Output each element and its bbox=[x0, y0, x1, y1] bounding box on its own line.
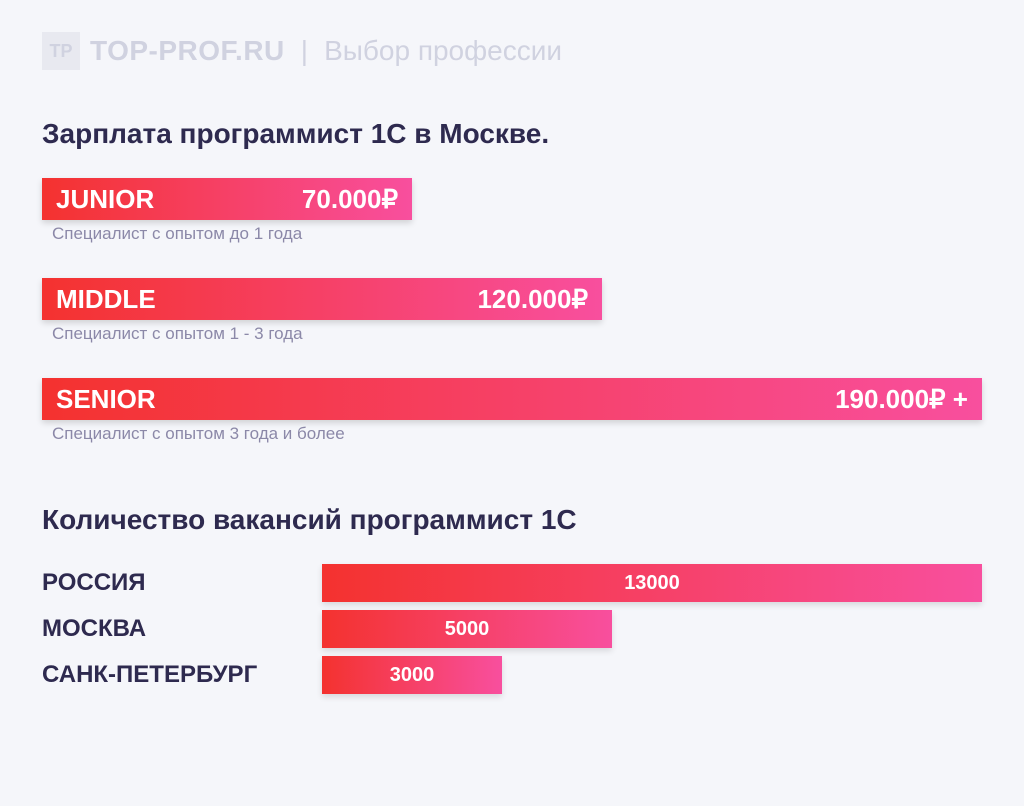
vacancies-rows-container: РОССИЯ13000МОСКВА5000САНК-ПЕТЕРБУРГ3000 bbox=[42, 564, 982, 694]
salary-bar: MIDDLE 120.000₽ bbox=[42, 278, 602, 320]
salary-row: JUNIOR 70.000₽ Специалист с опытом до 1 го… bbox=[42, 178, 982, 244]
page-header: TP TOP-PROF.RU | Выбор профессии bbox=[42, 32, 982, 70]
vacancy-region: РОССИЯ bbox=[42, 569, 322, 597]
header-separator: | bbox=[301, 35, 308, 67]
salary-amount: 190.000₽ + bbox=[835, 384, 968, 415]
header-tagline: Выбор профессии bbox=[324, 35, 562, 67]
salary-subtitle: Специалист с опытом до 1 года bbox=[52, 224, 982, 244]
vacancy-region: САНК-ПЕТЕРБУРГ bbox=[42, 661, 322, 689]
logo-text: TP bbox=[49, 41, 72, 62]
salary-bar: SENIOR 190.000₽ + bbox=[42, 378, 982, 420]
salary-row: MIDDLE 120.000₽ Специалист с опытом 1 - 3 … bbox=[42, 278, 982, 344]
salary-bar: JUNIOR 70.000₽ bbox=[42, 178, 412, 220]
vacancies-section-title: Количество вакансий программист 1С bbox=[42, 504, 982, 536]
vacancy-row: МОСКВА5000 bbox=[42, 610, 982, 648]
site-name: TOP-PROF.RU bbox=[90, 35, 285, 67]
salary-level: MIDDLE bbox=[56, 284, 156, 315]
salary-row: SENIOR 190.000₽ + Специалист с опытом 3 го… bbox=[42, 378, 982, 444]
salary-subtitle: Специалист с опытом 3 года и более bbox=[52, 424, 982, 444]
salary-amount: 70.000₽ bbox=[302, 184, 398, 215]
salary-amount: 120.000₽ bbox=[477, 284, 588, 315]
vacancy-row: РОССИЯ13000 bbox=[42, 564, 982, 602]
logo-badge: TP bbox=[42, 32, 80, 70]
salary-level: SENIOR bbox=[56, 384, 156, 415]
vacancy-bar: 5000 bbox=[322, 610, 612, 648]
salary-level: JUNIOR bbox=[56, 184, 154, 215]
vacancies-section: Количество вакансий программист 1С РОССИ… bbox=[42, 504, 982, 694]
vacancy-region: МОСКВА bbox=[42, 615, 322, 643]
vacancy-row: САНК-ПЕТЕРБУРГ3000 bbox=[42, 656, 982, 694]
vacancy-bar: 13000 bbox=[322, 564, 982, 602]
salary-section-title: Зарплата программист 1С в Москве. bbox=[42, 118, 982, 150]
vacancy-bar: 3000 bbox=[322, 656, 502, 694]
salary-bars-container: JUNIOR 70.000₽ Специалист с опытом до 1 го… bbox=[42, 178, 982, 444]
salary-subtitle: Специалист с опытом 1 - 3 года bbox=[52, 324, 982, 344]
